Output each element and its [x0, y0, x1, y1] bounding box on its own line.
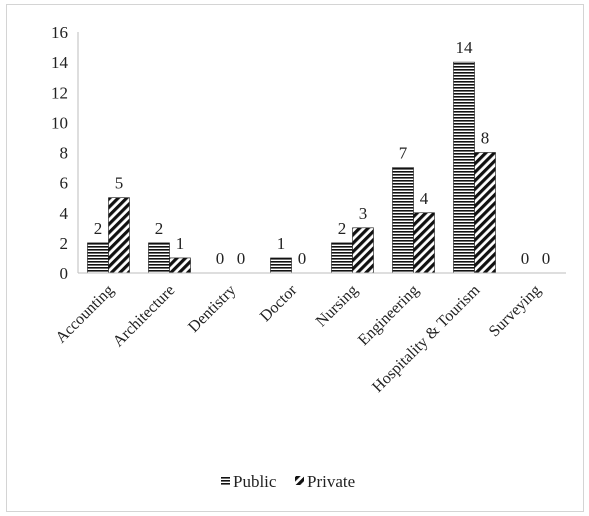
data-label-private-6: 8 — [481, 129, 490, 148]
bar-public-1 — [148, 242, 170, 274]
data-label-public-3: 1 — [277, 234, 286, 253]
bar-public-6 — [453, 61, 475, 274]
y-tick-label: 6 — [60, 174, 69, 193]
category-label: Doctor — [257, 281, 301, 325]
data-label-public-0: 2 — [94, 219, 103, 238]
data-label-private-3: 0 — [298, 249, 307, 268]
bar-public-3 — [270, 257, 292, 274]
y-tick-label: 4 — [60, 204, 69, 223]
bar-public-4 — [331, 242, 353, 274]
category-label: Engineering — [355, 282, 422, 349]
legend: Public Private — [221, 472, 355, 491]
y-axis-ticks: 0 2 4 6 8 10 12 14 16 — [51, 23, 69, 283]
data-label-public-1: 2 — [155, 219, 164, 238]
data-label-public-4: 2 — [338, 219, 347, 238]
category-label: Surveying — [486, 282, 545, 341]
category-label: Dentistry — [185, 282, 239, 336]
category-label: Accounting — [53, 282, 118, 347]
y-tick-label: 10 — [51, 113, 68, 132]
bars-group — [87, 61, 496, 274]
data-label-private-0: 5 — [115, 174, 124, 193]
y-tick-label: 8 — [60, 144, 69, 163]
data-label-private-1: 1 — [176, 234, 185, 253]
legend-swatch-private — [295, 476, 304, 485]
bar-private-1 — [169, 257, 191, 274]
y-tick-label: 0 — [60, 264, 69, 283]
category-label: Nursing — [313, 282, 361, 330]
category-label: Hospitality & Tourism — [369, 281, 483, 395]
legend-label-public: Public — [233, 472, 277, 491]
data-label-private-5: 4 — [420, 189, 429, 208]
data-label-public-2: 0 — [216, 249, 225, 268]
legend-label-private: Private — [307, 472, 355, 491]
bar-private-4 — [352, 227, 374, 274]
data-label-private-2: 0 — [237, 249, 246, 268]
bar-private-5 — [413, 212, 435, 274]
data-label-public-7: 0 — [521, 249, 530, 268]
legend-swatch-public — [221, 476, 230, 485]
data-label-public-5: 7 — [399, 144, 408, 163]
bar-private-6 — [474, 152, 496, 274]
data-label-public-6: 14 — [456, 38, 474, 57]
y-tick-label: 12 — [51, 83, 68, 102]
data-label-private-7: 0 — [542, 249, 551, 268]
data-label-private-4: 3 — [359, 204, 368, 223]
bar-private-0 — [108, 197, 130, 274]
y-tick-label: 14 — [51, 53, 69, 72]
bar-public-0 — [87, 242, 109, 274]
category-label: Architecture — [110, 282, 179, 351]
bar-public-5 — [392, 167, 414, 274]
y-tick-label: 2 — [60, 234, 69, 253]
y-tick-label: 16 — [51, 23, 68, 42]
